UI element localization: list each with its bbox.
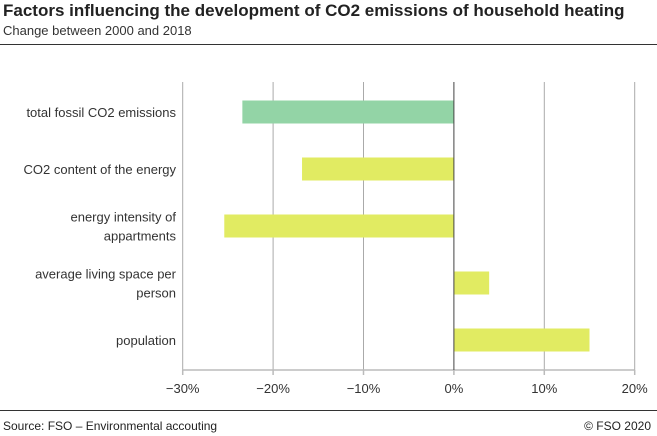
x-tick-label: −20% bbox=[256, 381, 290, 396]
bar bbox=[242, 100, 454, 124]
category-label: total fossil CO2 emissions bbox=[26, 105, 176, 120]
x-tick-label: 10% bbox=[531, 381, 557, 396]
category-label: average living space per bbox=[35, 267, 177, 282]
x-tick-label: −10% bbox=[347, 381, 381, 396]
bottom-divider bbox=[0, 410, 657, 411]
bar bbox=[224, 214, 454, 238]
chart-subtitle: Change between 2000 and 2018 bbox=[3, 23, 192, 38]
source-note: Source: FSO – Environmental accouting bbox=[3, 419, 218, 433]
category-label: energy intensity of bbox=[70, 210, 176, 225]
category-label: person bbox=[136, 286, 176, 301]
bar bbox=[453, 328, 590, 352]
bar-chart: −30% −20% −10% 0% 10% 20% total fossil CO2 emi… bbox=[24, 82, 648, 396]
category-label: CO2 content of the energy bbox=[24, 162, 177, 177]
copyright: © FSO 2020 bbox=[584, 419, 651, 433]
category-label: population bbox=[116, 333, 176, 348]
x-tick-label: 20% bbox=[622, 381, 648, 396]
x-tick-label: 0% bbox=[445, 381, 464, 396]
bar bbox=[302, 157, 454, 181]
category-label: appartments bbox=[104, 229, 177, 244]
x-tick-label: −30% bbox=[166, 381, 200, 396]
top-divider bbox=[0, 44, 657, 45]
bar bbox=[453, 271, 490, 295]
chart-title: Factors influencing the development of C… bbox=[3, 1, 625, 20]
